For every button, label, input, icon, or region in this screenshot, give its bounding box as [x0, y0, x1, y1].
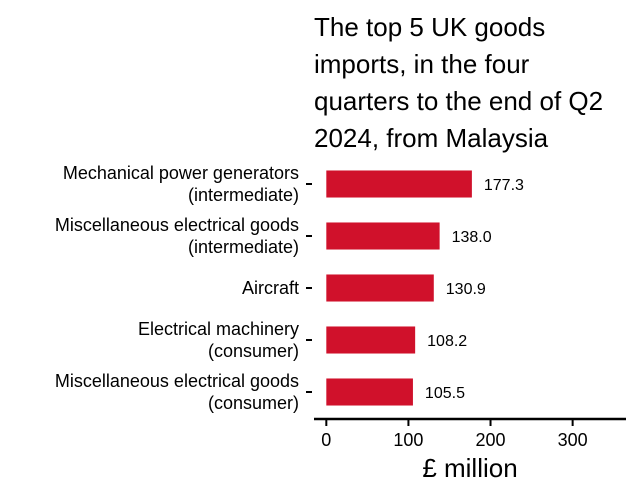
category-label: (consumer) — [208, 341, 299, 361]
bar — [326, 274, 434, 302]
x-axis-title: £ million — [422, 453, 517, 480]
x-tick-label: 300 — [558, 430, 588, 450]
bars — [326, 170, 472, 406]
data-label: 105.5 — [425, 385, 465, 402]
category-label: Miscellaneous electrical goods — [55, 215, 299, 235]
category-label: Miscellaneous electrical goods — [55, 371, 299, 391]
data-label: 130.9 — [446, 281, 486, 298]
data-labels: 177.3 138.0 130.9 108.2 105.5 — [425, 177, 524, 402]
data-label: 138.0 — [452, 229, 492, 246]
x-tick-label: 100 — [393, 430, 423, 450]
x-tick-label: 0 — [321, 430, 331, 450]
category-labels: Mechanical power generators(intermediate… — [55, 163, 312, 413]
data-label: 108.2 — [427, 333, 467, 350]
bar — [326, 378, 413, 406]
data-label: 177.3 — [484, 177, 524, 194]
category-label: (intermediate) — [188, 237, 299, 257]
category-label: Electrical machinery — [138, 319, 299, 339]
category-label: Mechanical power generators — [63, 163, 299, 183]
category-label: (intermediate) — [188, 185, 299, 205]
bar — [326, 170, 472, 198]
chart-title-line: imports, in the four — [314, 49, 530, 79]
bar — [326, 222, 440, 250]
chart-title: The top 5 UK goods imports, in the four qu… — [314, 12, 603, 153]
chart-title-line: The top 5 UK goods — [314, 12, 545, 42]
chart-title-line: 2024, from Malaysia — [314, 123, 549, 153]
chart-title-line: quarters to the end of Q2 — [314, 86, 603, 116]
category-label: Aircraft — [242, 278, 299, 298]
category-label: (consumer) — [208, 393, 299, 413]
bar — [326, 326, 416, 354]
x-tick-label: 200 — [476, 430, 506, 450]
x-axis: 0 100 200 300 — [314, 417, 626, 450]
